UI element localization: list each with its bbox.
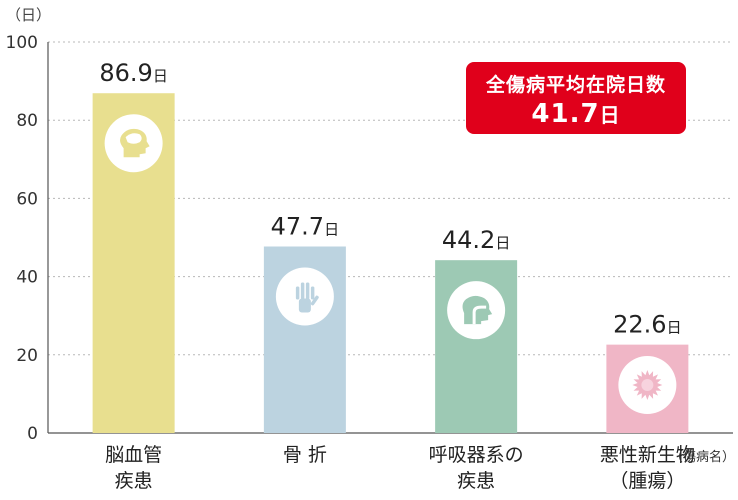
average-stay-number: 41.7 (531, 99, 600, 129)
hand-bones-icon (275, 267, 334, 326)
y-tick-label: 100 (6, 33, 38, 53)
x-category-label: 悪性新生物 (600, 444, 695, 466)
average-stay-value: 41.7日 (466, 99, 686, 129)
y-axis-unit-label: （日） (6, 6, 52, 24)
x-category-label: 骨 折 (283, 444, 327, 466)
x-category-label: （腫瘍） (609, 470, 685, 492)
bar-value-label: 44.2日 (442, 226, 510, 254)
average-stay-unit: 日 (599, 103, 621, 127)
brain-head-icon (104, 114, 163, 173)
x-category-label: 脳血管 (105, 444, 162, 466)
x-category-label: 疾患 (115, 470, 153, 492)
bar-value-label: 47.7日 (271, 212, 339, 240)
y-tick-label: 60 (16, 189, 38, 209)
bar-value-label: 86.9日 (99, 59, 167, 87)
x-axis-note: （傷病名） (670, 449, 735, 465)
tumor-cell-icon (618, 356, 677, 414)
respiratory-head-icon (447, 281, 506, 340)
y-tick-label: 20 (16, 346, 38, 366)
average-stay-title: 全傷病平均在院日数 (485, 74, 666, 96)
x-category-label: 疾患 (457, 470, 495, 492)
bar-value-label: 22.6日 (613, 311, 681, 339)
y-tick-label: 40 (16, 268, 38, 288)
x-category-label: 呼吸器系の (429, 444, 524, 466)
y-tick-label: 0 (27, 424, 38, 444)
average-stay-badge: 全傷病平均在院日数 41.7日 (466, 62, 686, 134)
y-tick-label: 80 (16, 111, 38, 131)
